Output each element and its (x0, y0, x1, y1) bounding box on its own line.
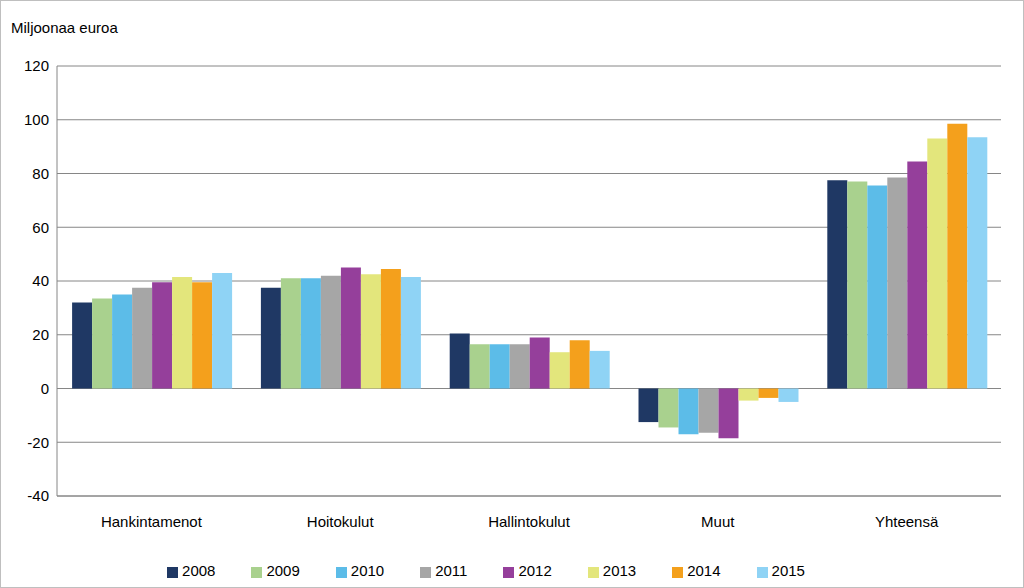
svg-text:0: 0 (41, 380, 49, 397)
svg-text:40: 40 (32, 272, 49, 289)
html-text:2013: 2013 (602, 562, 637, 579)
svg-text:Hankintamenot: Hankintamenot (101, 513, 203, 530)
html-text:2012: 2012 (518, 562, 552, 579)
html-text:2008: 2008 (182, 562, 216, 579)
svg-text:80: 80 (32, 165, 49, 182)
svg-text:Yhteensä: Yhteensä (875, 513, 939, 530)
html-text:2009: 2009 (266, 562, 300, 579)
svg-text:Muut: Muut (701, 513, 735, 530)
html-text:2015: 2015 (771, 562, 805, 579)
html-text:2014: 2014 (687, 562, 721, 579)
svg-text:-20: -20 (27, 434, 49, 451)
html-text:Miljoonaa euroa: Miljoonaa euroa (11, 19, 118, 36)
svg-text:-40: -40 (27, 487, 49, 504)
svg-text:100: 100 (24, 111, 49, 128)
html-text:2011: 2011 (435, 562, 468, 579)
svg-text:Hoitokulut: Hoitokulut (307, 513, 375, 530)
svg-text:Hallintokulut: Hallintokulut (488, 513, 571, 530)
svg-text:60: 60 (32, 219, 49, 236)
html-text:2010: 2010 (350, 562, 385, 579)
svg-text:120: 120 (24, 57, 49, 74)
svg-text:20: 20 (32, 326, 49, 343)
